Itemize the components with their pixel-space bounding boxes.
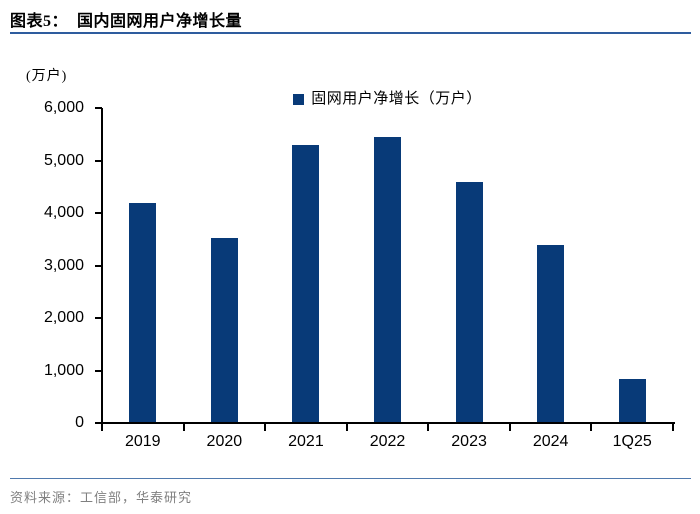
x-axis-tick	[427, 423, 430, 431]
x-axis-category-label: 2023	[451, 433, 487, 450]
x-axis-category-label: 2024	[532, 433, 569, 450]
x-axis-line	[101, 422, 675, 424]
y-axis-tick-label: 4,000	[43, 204, 84, 221]
figure-title: 图表5： 国内固网用户净增长量	[10, 13, 243, 30]
y-axis-tick	[95, 422, 102, 424]
bar	[210, 237, 238, 422]
x-axis-tick	[508, 423, 511, 431]
x-axis-tick	[182, 423, 185, 431]
y-axis-tick	[95, 107, 102, 109]
bar	[292, 145, 320, 422]
y-axis-tick-label: 5,000	[43, 151, 84, 169]
y-axis-tick	[95, 317, 102, 319]
bar	[618, 379, 646, 422]
y-axis-tick	[95, 212, 102, 214]
y-axis-tick-label: 3,000	[43, 256, 84, 274]
x-axis-tick	[672, 423, 674, 431]
y-axis-unit-label: (万户)	[26, 69, 68, 84]
legend-label: 固网用户净增长（万户）	[311, 91, 482, 107]
x-axis-tick	[590, 423, 593, 431]
footer-rule	[10, 478, 691, 479]
bar	[455, 182, 483, 422]
legend-swatch-icon	[293, 93, 305, 105]
title-rule	[10, 32, 691, 34]
y-axis-tick	[95, 159, 102, 162]
x-axis-tick	[264, 423, 267, 431]
y-axis-tick-label: 6,000	[43, 99, 84, 116]
bar	[129, 202, 157, 422]
x-axis-category-label: 2020	[206, 433, 243, 450]
x-axis-tick	[101, 423, 103, 431]
y-axis-tick-label: 0	[75, 414, 84, 431]
y-axis-tick	[95, 369, 102, 372]
y-axis-tick-label: 2,000	[43, 309, 84, 326]
source-note: 资料来源：工信部，华泰研究	[10, 490, 193, 505]
chart-legend: 固网用户净增长（万户）	[102, 91, 673, 107]
x-axis-category-label: 1Q25	[612, 433, 652, 450]
x-axis-category-label: 2021	[288, 433, 324, 450]
x-axis-tick	[345, 423, 348, 431]
bar	[374, 137, 401, 422]
y-axis-line	[101, 108, 103, 429]
bar	[537, 245, 565, 422]
y-axis-tick	[95, 264, 102, 267]
x-axis-category-label: 2022	[369, 433, 406, 450]
x-axis-category-label: 2019	[124, 433, 161, 450]
y-axis-tick-label: 1,000	[43, 361, 84, 379]
